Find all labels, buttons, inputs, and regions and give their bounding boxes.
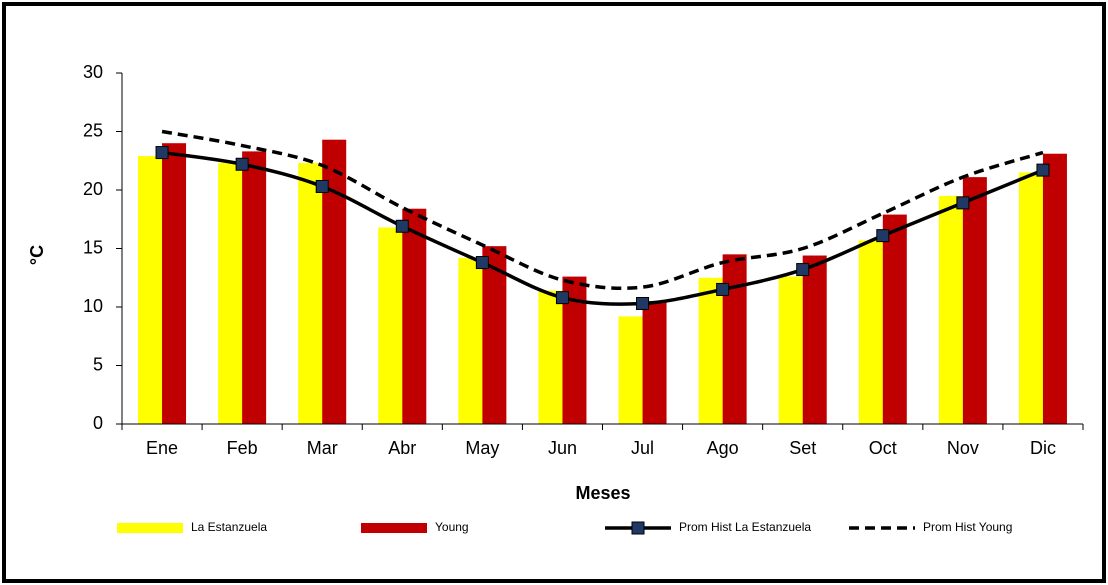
x-tick-label: Feb: [227, 438, 258, 458]
legend-marker: [631, 521, 645, 535]
legend-label: Prom Hist Young: [923, 520, 1012, 534]
x-tick-label: Jul: [631, 438, 654, 458]
bar: [858, 240, 883, 424]
x-tick-label: Mar: [307, 438, 338, 458]
y-tick-label: 30: [83, 62, 103, 82]
bar: [482, 246, 507, 424]
bar: [298, 163, 323, 424]
x-tick-label: Abr: [388, 438, 416, 458]
y-axis-title: °C: [27, 245, 47, 265]
bar: [378, 227, 403, 424]
x-tick-label: Nov: [947, 438, 979, 458]
bar: [642, 301, 667, 424]
x-tick-label: Oct: [869, 438, 897, 458]
legend-label: Prom Hist La Estanzuela: [679, 520, 811, 534]
x-tick-label: Jun: [548, 438, 577, 458]
bar: [402, 208, 427, 424]
y-tick-label: 5: [93, 354, 103, 374]
y-tick-label: 15: [83, 237, 103, 257]
bar: [698, 277, 723, 424]
bar: [802, 255, 827, 424]
x-tick-label: Dic: [1030, 438, 1056, 458]
bar: [538, 290, 563, 424]
line: [161, 150, 1044, 306]
marker: [155, 146, 169, 160]
marker: [555, 291, 569, 305]
line: [161, 129, 1044, 290]
legend-swatch: [361, 523, 427, 533]
bar: [1018, 172, 1043, 424]
legend-label: Young: [435, 520, 469, 534]
bar: [962, 177, 987, 424]
x-tick-label: Ago: [707, 438, 739, 458]
bar: [618, 316, 643, 424]
marker: [796, 263, 810, 277]
bar: [882, 214, 907, 424]
bar: [1042, 153, 1067, 425]
y-tick-label: 20: [83, 179, 103, 199]
y-tick-label: 0: [93, 413, 103, 433]
marker: [475, 256, 489, 270]
bar: [138, 156, 163, 424]
marker: [315, 179, 329, 193]
marker: [956, 196, 970, 210]
marker: [1036, 163, 1050, 177]
bar: [938, 195, 963, 424]
marker: [876, 229, 890, 243]
bar: [218, 163, 243, 424]
marker: [395, 219, 409, 233]
x-tick-label: Ene: [146, 438, 178, 458]
marker: [636, 296, 650, 310]
y-tick-label: 10: [83, 296, 103, 316]
x-tick-label: May: [465, 438, 499, 458]
y-tick-label: 25: [83, 120, 103, 140]
legend-swatch: [117, 523, 183, 533]
bar: [162, 143, 187, 424]
bar: [458, 257, 483, 424]
bar: [778, 276, 803, 424]
bar: [242, 151, 267, 424]
marker: [716, 282, 730, 296]
legend-label: La Estanzuela: [191, 520, 267, 534]
bar: [722, 254, 747, 424]
x-axis-title: Meses: [575, 483, 630, 503]
marker: [235, 157, 249, 171]
x-tick-label: Set: [789, 438, 816, 458]
